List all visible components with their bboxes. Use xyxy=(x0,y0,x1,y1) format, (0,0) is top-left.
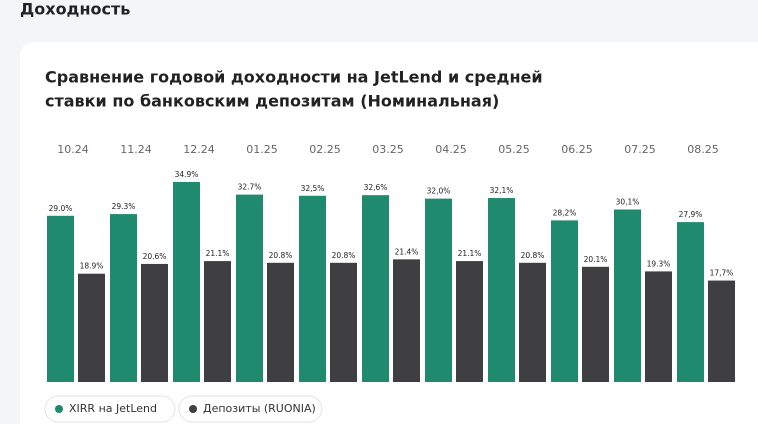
bar xyxy=(110,214,137,382)
bar xyxy=(614,209,641,382)
bar xyxy=(551,220,578,382)
bar xyxy=(677,222,704,382)
value-label: 21.1% xyxy=(458,249,482,258)
value-label: 29.3% xyxy=(112,202,136,211)
x-tick-label: 12.24 xyxy=(183,143,215,156)
value-label: 21.1% xyxy=(206,249,230,258)
x-tick-label: 01.25 xyxy=(246,143,278,156)
x-tick-label: 08.25 xyxy=(687,143,719,156)
bar xyxy=(425,198,452,382)
value-label: 17,7% xyxy=(710,269,734,278)
value-label: 19.3% xyxy=(647,259,671,268)
x-tick-label: 07.25 xyxy=(624,143,656,156)
value-label: 32.7% xyxy=(238,183,262,192)
x-tick-label: 10.24 xyxy=(57,143,89,156)
value-label: 29.0% xyxy=(49,204,73,213)
value-label: 21.4% xyxy=(395,247,419,256)
value-label: 34.9% xyxy=(175,170,199,179)
value-label: 30,1% xyxy=(616,198,640,207)
legend-item[interactable] xyxy=(44,395,176,423)
bar xyxy=(488,198,515,382)
bar xyxy=(173,182,200,382)
value-label: 32,0% xyxy=(427,187,451,196)
value-label: 20.8% xyxy=(269,251,293,260)
legend: XIRR на JetLend Депозиты (RUONIA) xyxy=(44,395,323,423)
bar xyxy=(299,195,326,382)
value-label: 20.8% xyxy=(332,251,356,260)
plot: 10.24 29.0% 18.9% 11.24 29.3% 20.6% 12.24 34.9%… xyxy=(47,143,735,382)
legend-swatch xyxy=(189,405,197,413)
bar xyxy=(519,262,546,382)
bar xyxy=(236,194,263,382)
bar xyxy=(645,271,672,382)
value-label: 28,2% xyxy=(553,208,577,217)
bar xyxy=(204,261,231,382)
x-tick-label: 05.25 xyxy=(498,143,530,156)
value-label: 20.8% xyxy=(521,251,545,260)
page-heading: Доходность xyxy=(20,0,130,19)
chart-title: Сравнение годовой доходности на JetLend … xyxy=(45,68,543,87)
x-tick-label: 03.25 xyxy=(372,143,404,156)
bar xyxy=(708,280,735,382)
bar xyxy=(47,215,74,382)
value-label: 32,6% xyxy=(364,183,388,192)
legend-label: Депозиты (RUONIA) xyxy=(203,402,316,415)
legend-swatch xyxy=(55,405,63,413)
x-tick-label: 04.25 xyxy=(435,143,467,156)
value-label: 32,1% xyxy=(490,186,514,195)
value-label: 20.1% xyxy=(584,255,608,264)
bar xyxy=(582,266,609,382)
x-tick-label: 02.25 xyxy=(309,143,341,156)
bar xyxy=(393,259,420,382)
bar xyxy=(267,262,294,382)
value-label: 20.6% xyxy=(143,252,167,261)
value-label: 32,5% xyxy=(301,184,325,193)
legend-item[interactable] xyxy=(178,395,323,423)
value-label: 18.9% xyxy=(80,262,104,271)
bar xyxy=(362,195,389,382)
bar xyxy=(141,263,168,382)
x-tick-label: 06.25 xyxy=(561,143,593,156)
x-tick-label: 11.24 xyxy=(120,143,152,156)
bar xyxy=(330,262,357,382)
legend-label: XIRR на JetLend xyxy=(69,402,157,415)
chart-title: ставки по банковским депозитам (Номиналь… xyxy=(45,92,499,111)
bar xyxy=(456,261,483,382)
value-label: 27,9% xyxy=(679,210,703,219)
bar xyxy=(78,273,105,382)
